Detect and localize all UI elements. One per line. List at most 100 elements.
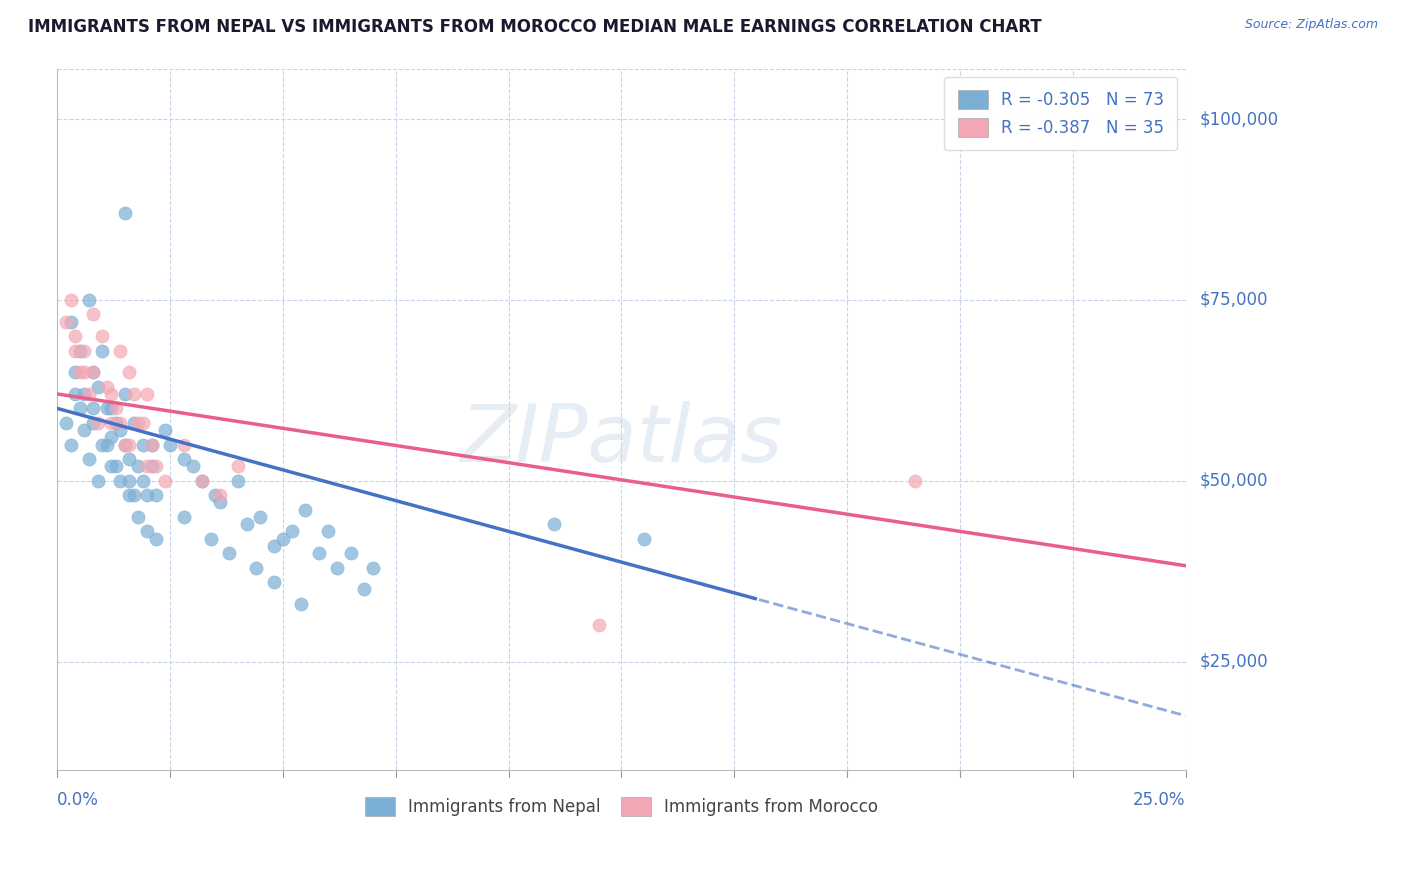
Point [82, 307, 104, 321]
Point [136, 488, 159, 502]
Text: 0.0%: 0.0% [58, 791, 98, 809]
Text: $75,000: $75,000 [1199, 291, 1268, 309]
Point [91, 329, 114, 343]
Point [190, 474, 212, 488]
Point [104, 401, 127, 416]
Point [114, 437, 136, 451]
Point [96, 401, 118, 416]
Point [145, 459, 167, 474]
Point [136, 387, 159, 401]
Point [77, 452, 100, 467]
Point [245, 560, 267, 574]
Point [263, 539, 285, 553]
Point [122, 416, 145, 430]
Text: ZIPatlas: ZIPatlas [460, 401, 782, 479]
Point [114, 387, 136, 401]
Point [132, 437, 155, 451]
Point [173, 437, 195, 451]
Text: 25.0%: 25.0% [1133, 791, 1185, 809]
Text: $100,000: $100,000 [1199, 110, 1278, 128]
Point [77, 387, 100, 401]
Point [235, 517, 257, 532]
Point [263, 574, 285, 589]
Point [127, 459, 149, 474]
Point [100, 401, 122, 416]
Point [155, 423, 177, 437]
Point [59, 293, 82, 307]
Point [100, 459, 122, 474]
Point [127, 509, 149, 524]
Point [141, 459, 163, 474]
Point [55, 416, 77, 430]
Point [294, 502, 316, 516]
Point [226, 474, 249, 488]
Point [361, 560, 384, 574]
Point [65, 329, 87, 343]
Point [118, 452, 141, 467]
Point [173, 509, 195, 524]
Point [904, 474, 927, 488]
Point [543, 517, 565, 532]
Point [326, 560, 349, 574]
Point [73, 343, 96, 358]
Point [122, 488, 145, 502]
Point [353, 582, 375, 597]
Point [96, 380, 118, 394]
Text: $50,000: $50,000 [1199, 472, 1268, 490]
Point [136, 459, 159, 474]
Point [82, 365, 104, 379]
Point [118, 365, 141, 379]
Point [132, 416, 155, 430]
Point [110, 416, 132, 430]
Point [588, 618, 610, 632]
Text: $25,000: $25,000 [1199, 653, 1268, 671]
Point [69, 401, 91, 416]
Point [110, 474, 132, 488]
Point [145, 488, 167, 502]
Text: Source: ZipAtlas.com: Source: ZipAtlas.com [1244, 18, 1378, 31]
Point [110, 343, 132, 358]
Point [271, 532, 294, 546]
Point [55, 315, 77, 329]
Point [316, 524, 339, 539]
Point [69, 365, 91, 379]
Point [290, 597, 312, 611]
Point [73, 423, 96, 437]
Point [122, 387, 145, 401]
Point [91, 437, 114, 451]
Point [65, 365, 87, 379]
Point [77, 293, 100, 307]
Point [100, 416, 122, 430]
Point [118, 488, 141, 502]
Point [127, 416, 149, 430]
Point [132, 474, 155, 488]
Point [96, 437, 118, 451]
Point [249, 509, 271, 524]
Point [339, 546, 361, 560]
Point [633, 532, 655, 546]
Point [226, 459, 249, 474]
Point [114, 206, 136, 220]
Point [281, 524, 304, 539]
Point [104, 459, 127, 474]
Point [82, 416, 104, 430]
Point [69, 343, 91, 358]
Point [100, 387, 122, 401]
Point [141, 437, 163, 451]
Point [145, 532, 167, 546]
Point [118, 437, 141, 451]
Point [91, 343, 114, 358]
Text: IMMIGRANTS FROM NEPAL VS IMMIGRANTS FROM MOROCCO MEDIAN MALE EARNINGS CORRELATIO: IMMIGRANTS FROM NEPAL VS IMMIGRANTS FROM… [28, 18, 1042, 36]
Point [136, 524, 159, 539]
Point [110, 423, 132, 437]
Point [208, 495, 231, 509]
Legend: Immigrants from Nepal, Immigrants from Morocco: Immigrants from Nepal, Immigrants from M… [357, 789, 886, 825]
Point [159, 437, 181, 451]
Point [82, 401, 104, 416]
Point [155, 474, 177, 488]
Point [218, 546, 240, 560]
Point [208, 488, 231, 502]
Point [181, 459, 204, 474]
Point [173, 452, 195, 467]
Point [204, 488, 226, 502]
